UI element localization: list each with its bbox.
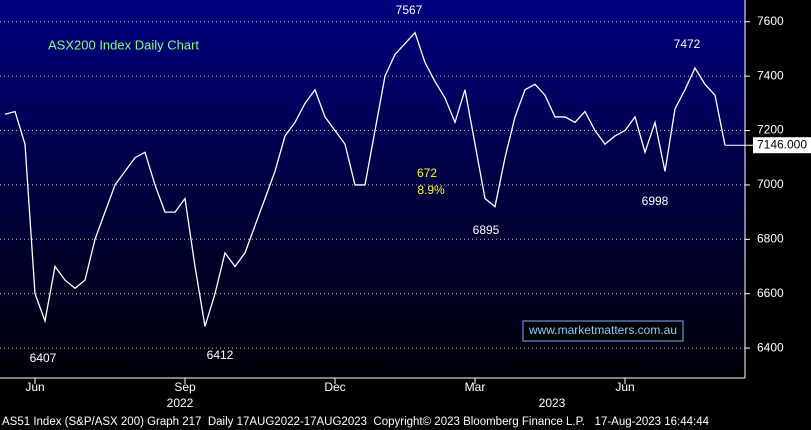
y-tick-label: 7000 (757, 177, 784, 191)
watermark: www.marketmatters.com.au (528, 323, 677, 337)
plot-area (0, 0, 745, 378)
annotation: 6407 (30, 351, 57, 365)
y-tick-label: 6400 (757, 340, 784, 354)
annotation: 6895 (473, 223, 500, 237)
annotation: 6998 (642, 194, 669, 208)
x-tick-label: Jun (615, 380, 634, 394)
y-tick-label: 6800 (757, 231, 784, 245)
x-tick-label: Sep (174, 380, 196, 394)
annotation: 672 (417, 166, 437, 180)
x-tick-label: Jun (25, 380, 44, 394)
annotation: 6412 (207, 348, 234, 362)
annotation: 7472 (674, 37, 701, 51)
y-tick-label: 7200 (757, 123, 784, 137)
y-tick-label: 6600 (757, 286, 784, 300)
last-price-label: 7146.000 (757, 137, 807, 151)
x-group-label: 2022 (167, 396, 194, 410)
x-group-label: 2023 (539, 396, 566, 410)
annotation: 7567 (396, 3, 423, 17)
price-line (4, 31, 726, 327)
annotation: 8.9% (417, 183, 445, 197)
watermark-box (522, 320, 684, 342)
y-tick-label: 7600 (757, 14, 784, 28)
chart-title: ASX200 Index Daily Chart (48, 37, 199, 52)
x-tick-label: Dec (324, 380, 345, 394)
x-tick-label: Mar (465, 380, 486, 394)
last-price-box (753, 137, 811, 154)
footer: AS51 Index (S&P/ASX 200) Graph 217 Daily… (2, 416, 710, 428)
y-tick-label: 7400 (757, 68, 784, 82)
